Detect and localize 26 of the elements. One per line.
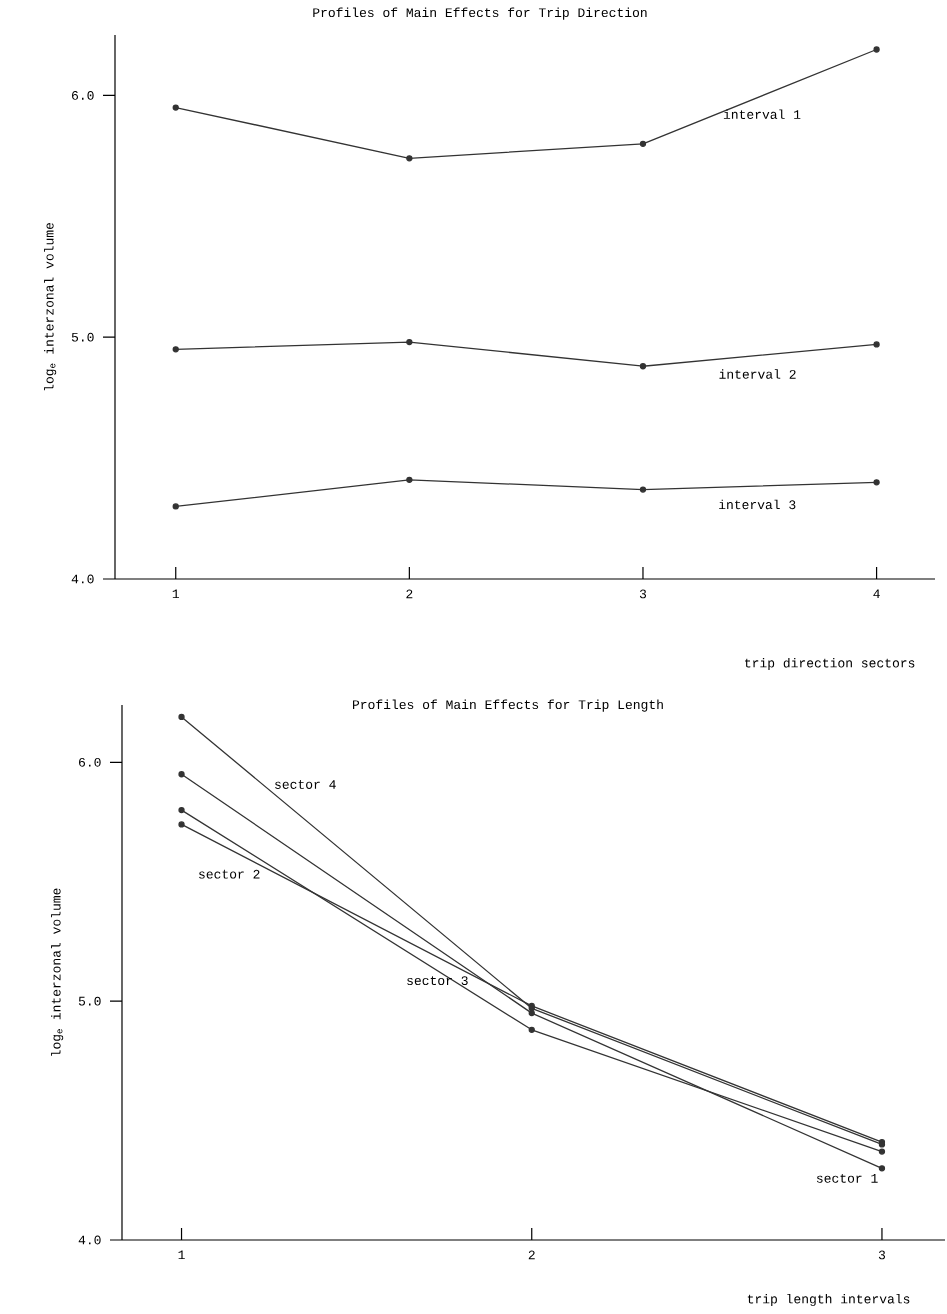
series-label: sector 3 (407, 976, 468, 986)
chart-title: Profiles of Main Effects for Trip Direction (313, 7, 647, 20)
y-tick-label: 4.0 (78, 1235, 101, 1245)
series-label: sector 2 (199, 869, 260, 879)
x-tick-label: 1 (178, 1250, 185, 1260)
x-tick-label: 3 (639, 589, 647, 599)
x-tick-label: 4 (873, 589, 880, 599)
y-axis-title: log$_{e}$ interzonal volume (44, 222, 57, 391)
x-axis-title: trip direction sectors (745, 657, 915, 671)
series-label: interval 1 (723, 109, 801, 119)
series-label: sector 1 (816, 1173, 878, 1183)
y-tick-label: 6.0 (79, 757, 101, 767)
y-axis-title: log$_{e}$ interzonal volume (51, 888, 64, 1056)
x-axis-title: trip length intervals (747, 1293, 910, 1307)
x-tick-label: 1 (172, 589, 179, 599)
y-tick-label: 4.0 (71, 574, 94, 584)
series-label: sector 4 (275, 780, 336, 789)
x-tick-label: 3 (878, 1250, 886, 1260)
series-label: interval 2 (719, 369, 796, 379)
y-tick-label: 5.0 (71, 332, 94, 342)
chart-title: Profiles of Main Effects for Trip Length (353, 699, 663, 712)
x-tick-label: 2 (406, 589, 413, 599)
y-tick-label: 5.0 (78, 996, 101, 1006)
x-tick-label: 2 (528, 1250, 535, 1260)
series-label: interval 3 (719, 499, 796, 510)
y-tick-label: 6.0 (72, 91, 94, 100)
